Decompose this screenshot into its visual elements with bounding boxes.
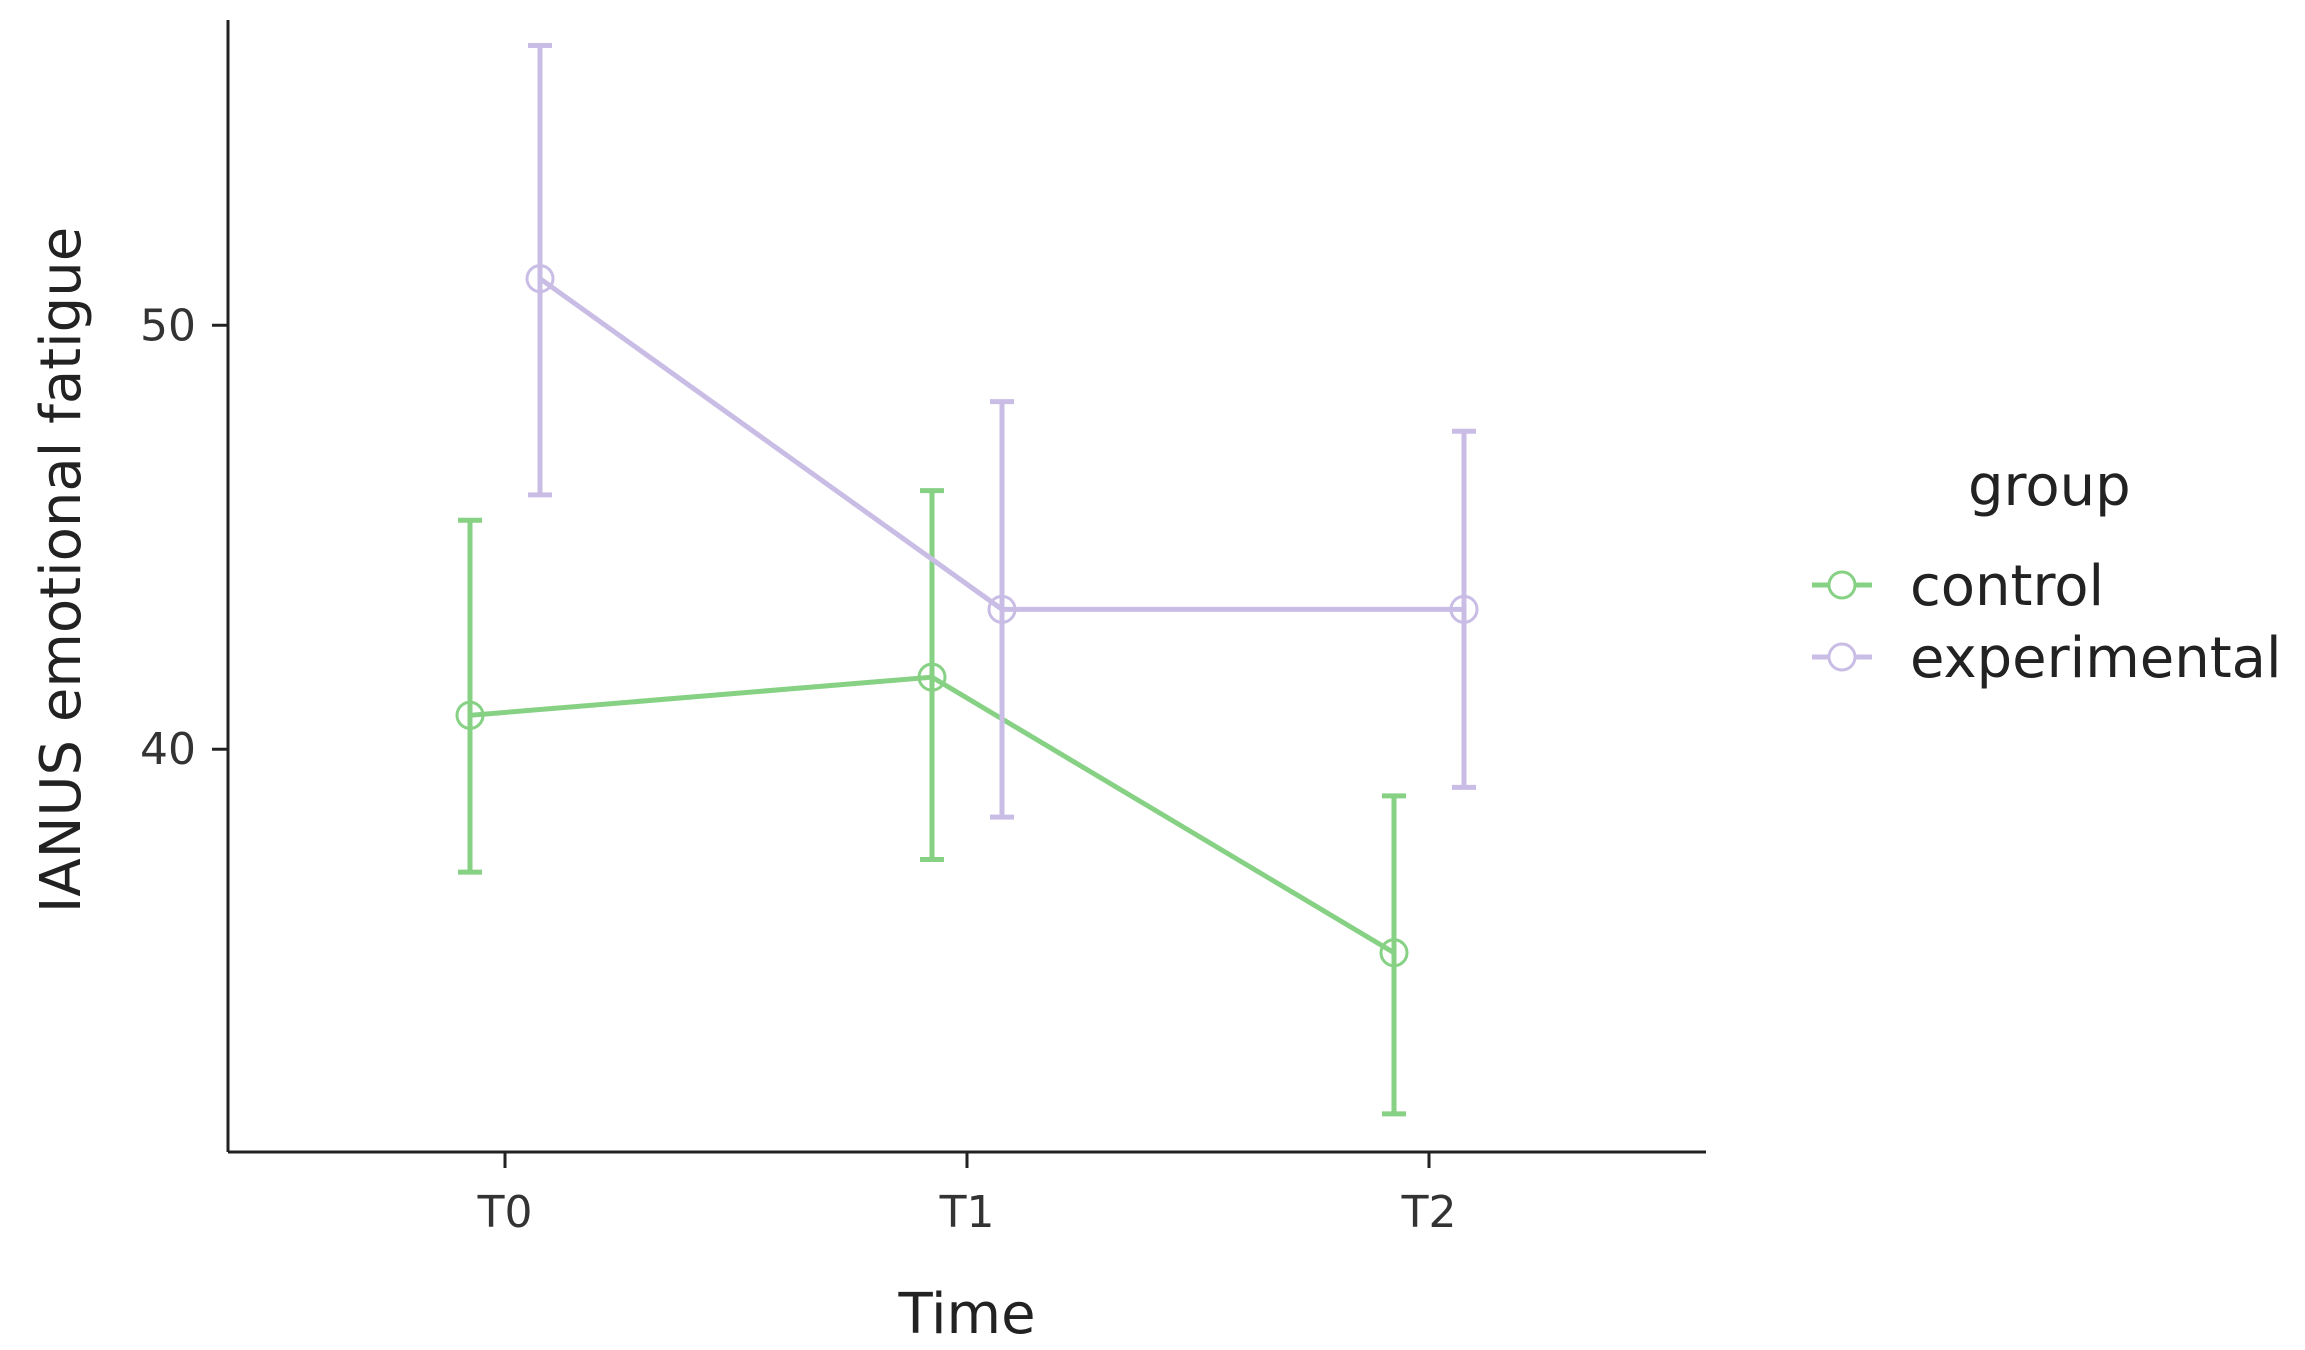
x-tick-label: T1 xyxy=(939,1187,995,1238)
series-experimental xyxy=(528,42,1476,820)
legend: group control experimental xyxy=(1812,454,2282,691)
y-tick-label: 50 xyxy=(140,300,196,351)
legend-label: experimental xyxy=(1910,626,2282,691)
legend-title: group xyxy=(1968,454,2131,519)
legend-key-point xyxy=(1827,570,1857,600)
legend-item-experimental: experimental xyxy=(1812,626,2282,691)
legend-key-point xyxy=(1827,642,1857,672)
series-control xyxy=(458,488,1406,1117)
plot-area xyxy=(455,42,1479,1117)
points-layer xyxy=(455,264,1479,968)
y-axis-title: IANUS emotional fatigue xyxy=(29,227,94,913)
legend-item-control: control xyxy=(1812,554,2104,619)
legend-label: control xyxy=(1910,554,2104,619)
y-tick-label: 40 xyxy=(140,724,196,775)
x-tick-label: T0 xyxy=(477,1187,533,1238)
x-tick-label: T2 xyxy=(1401,1187,1457,1238)
x-axis-title: Time xyxy=(897,1282,1035,1347)
series-line-control xyxy=(469,674,1396,955)
series-line-experimental xyxy=(538,276,1464,612)
axes: T0 T1 T2 40 50 xyxy=(140,20,1706,1238)
